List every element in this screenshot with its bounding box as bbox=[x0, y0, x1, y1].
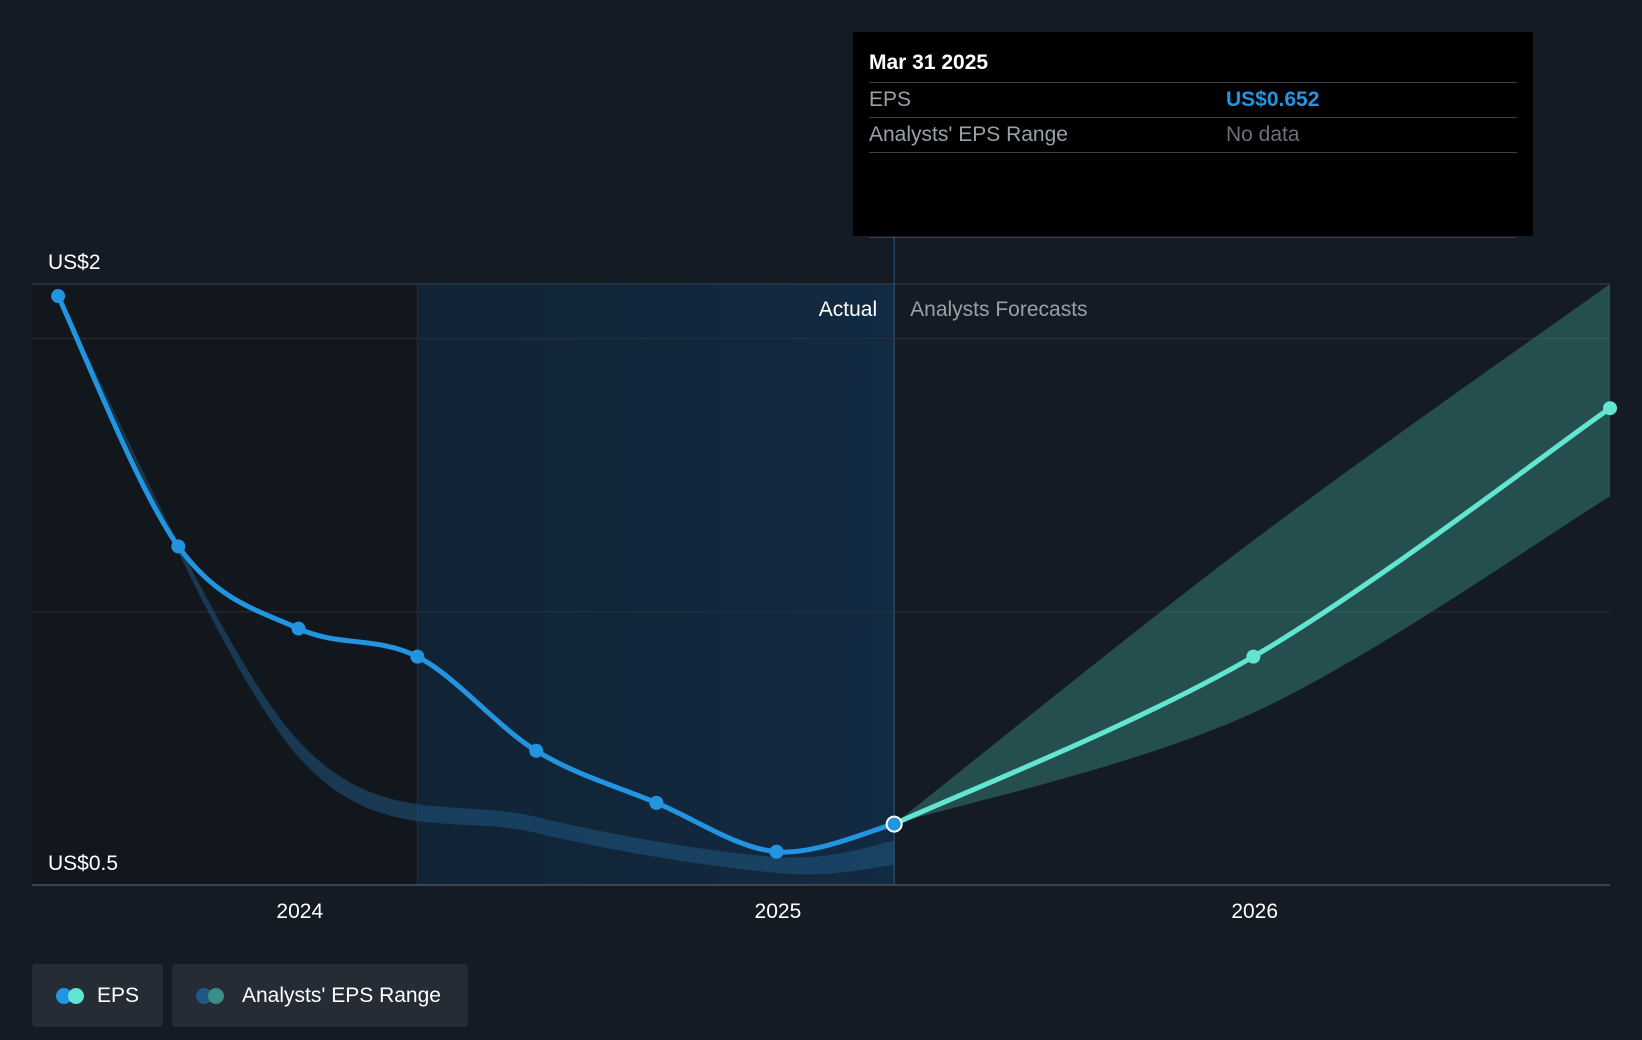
eps-point bbox=[291, 621, 306, 636]
legend-eps-label: EPS bbox=[96, 983, 139, 1007]
tooltip-row-range: Analysts' EPS Range No data bbox=[869, 118, 1517, 153]
x-tick-label: 2024 bbox=[276, 900, 323, 923]
series-points bbox=[51, 289, 1617, 859]
actual-label: Actual bbox=[819, 298, 877, 321]
eps-point bbox=[769, 844, 784, 859]
range-legend-icon bbox=[196, 987, 226, 1004]
forecast-eps-range-band bbox=[894, 284, 1610, 825]
axis-labels: US$2 US$0.5 2024 2025 2026 bbox=[48, 251, 1278, 923]
legend-item-range[interactable]: Analysts' EPS Range bbox=[172, 964, 468, 1027]
eps-legend-icon bbox=[56, 987, 84, 1004]
y-tick-label: US$0.5 bbox=[48, 852, 118, 875]
eps-forecast-point bbox=[1603, 401, 1617, 416]
past-year-shade bbox=[417, 284, 895, 885]
x-tick-label: 2025 bbox=[755, 900, 802, 923]
tooltip-panel: Mar 31 2025 EPS US$0.652 Analysts' EPS R… bbox=[853, 32, 1533, 238]
legend-item-eps[interactable]: EPS bbox=[32, 964, 163, 1027]
forecast-label: Analysts Forecasts bbox=[910, 298, 1087, 321]
tooltip-range-label: Analysts' EPS Range bbox=[869, 123, 1068, 146]
y-tick-label: US$2 bbox=[48, 251, 101, 274]
range-bands bbox=[58, 284, 1610, 875]
tooltip-date: Mar 31 2025 bbox=[869, 32, 1517, 83]
gridlines bbox=[32, 283, 1610, 886]
eps-forecast-point bbox=[1246, 649, 1261, 664]
tooltip-spacer bbox=[869, 153, 1517, 238]
tooltip-eps-label: EPS bbox=[869, 88, 912, 111]
eps-point-highlighted bbox=[885, 815, 903, 833]
legend-range-label: Analysts' EPS Range bbox=[242, 983, 441, 1007]
eps-point bbox=[410, 649, 425, 664]
eps-point bbox=[51, 289, 66, 304]
tooltip-range-value: No data bbox=[1226, 123, 1300, 146]
tooltip-row-eps: EPS US$0.652 bbox=[869, 83, 1517, 118]
tooltip-eps-value: US$0.652 bbox=[1226, 88, 1320, 111]
eps-point bbox=[529, 743, 544, 758]
eps-point bbox=[649, 795, 664, 810]
eps-point bbox=[171, 539, 186, 554]
x-tick-label: 2026 bbox=[1231, 900, 1278, 923]
